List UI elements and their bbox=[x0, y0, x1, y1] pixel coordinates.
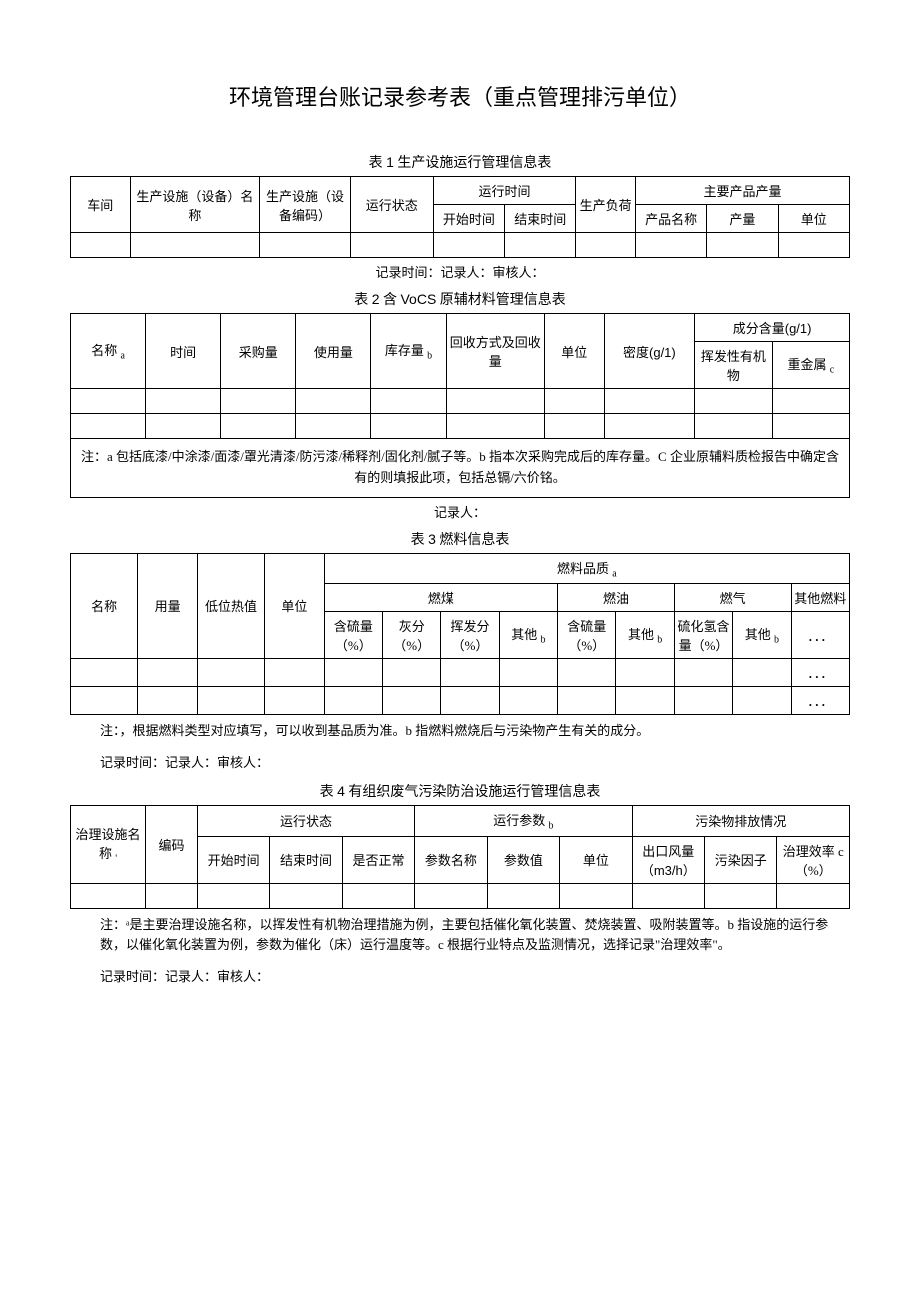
table1: 车间 生产设施（设备）名称 生产设施（设备编码） 运行状态 运行时间 生产负荷 … bbox=[70, 176, 850, 258]
th-qty: 产量 bbox=[707, 205, 778, 233]
table3: 名称 用量 低位热值 单位 燃料品质 a 燃煤 燃油 燃气 其他燃料 含硫量（%… bbox=[70, 553, 850, 716]
th-param-val: 参数值 bbox=[487, 836, 559, 883]
th-other-fuel: 其他燃料 bbox=[791, 584, 849, 612]
table2-recorder: 记录人： bbox=[70, 502, 850, 521]
th-air: 出口风量（m3/h） bbox=[632, 836, 704, 883]
th-factor: 污染因子 bbox=[705, 836, 777, 883]
th-heat: 低位热值 bbox=[197, 553, 264, 659]
th-dots1: ．．． bbox=[791, 612, 849, 659]
table1-recorder: 记录时间：记录人：审核人： bbox=[70, 262, 850, 281]
th-stock: 库存量 b bbox=[371, 314, 446, 389]
th-volatile: 挥发分（%） bbox=[441, 612, 499, 659]
th-voc: 挥发性有机物 bbox=[695, 342, 772, 389]
th-efficiency: 治理效率 c（%） bbox=[777, 836, 850, 883]
th-amount: 用量 bbox=[138, 553, 198, 659]
table2: 名称 a 时间 采购量 使用量 库存量 b 回收方式及回收量 单位 密度(g/1… bbox=[70, 313, 850, 498]
th-purchase: 采购量 bbox=[221, 314, 296, 389]
th-other-b3: 其他 b bbox=[733, 612, 791, 659]
table-row bbox=[71, 883, 850, 908]
th-time: 时间 bbox=[146, 314, 221, 389]
th-unit: 单位 bbox=[560, 836, 632, 883]
th-gas: 燃气 bbox=[674, 584, 791, 612]
table4: 治理设施名称 ' 编码 运行状态 运行参数 b 污染物排放情况 开始时间 结束时… bbox=[70, 805, 850, 909]
th-code: 编码 bbox=[146, 805, 198, 883]
th-start: 开始时间 bbox=[197, 836, 269, 883]
table4-note: 注：ᵃ是主要治理设施名称，以挥发性有机物治理措施为例，主要包括催化氧化装置、焚烧… bbox=[100, 915, 850, 957]
th-recycle: 回收方式及回收量 bbox=[446, 314, 544, 389]
table2-caption: 表 2 含 VoCS 原辅材料管理信息表 bbox=[70, 289, 850, 309]
th-usage: 使用量 bbox=[296, 314, 371, 389]
table-row: 名称 用量 低位热值 单位 燃料品质 a bbox=[71, 553, 850, 584]
table-row: 治理设施名称 ' 编码 运行状态 运行参数 b 污染物排放情况 bbox=[71, 805, 850, 836]
th-ash: 灰分（%） bbox=[383, 612, 441, 659]
th-load: 生产负荷 bbox=[576, 177, 636, 233]
th-metal: 重金属 c bbox=[772, 342, 849, 389]
th-workshop: 车间 bbox=[71, 177, 131, 233]
th-other-b2: 其他 b bbox=[616, 612, 674, 659]
th-normal: 是否正常 bbox=[342, 836, 414, 883]
th-oil: 燃油 bbox=[558, 584, 675, 612]
th-product-name: 产品名称 bbox=[635, 205, 706, 233]
th-facility-name: 生产设施（设备）名称 bbox=[130, 177, 260, 233]
table4-recorder: 记录时间：记录人：审核人： bbox=[100, 966, 850, 985]
th-param-name: 参数名称 bbox=[415, 836, 487, 883]
th-h2s: 硫化氢含量（%） bbox=[674, 612, 732, 659]
th-unit: 单位 bbox=[265, 553, 325, 659]
th-params: 运行参数 b bbox=[415, 805, 632, 836]
th-end: 结束时间 bbox=[270, 836, 342, 883]
th-status: 运行状态 bbox=[197, 805, 414, 836]
table-row: 名称 a 时间 采购量 使用量 库存量 b 回收方式及回收量 单位 密度(g/1… bbox=[71, 314, 850, 342]
th-unit: 单位 bbox=[545, 314, 605, 389]
table3-caption: 表 3 燃料信息表 bbox=[70, 529, 850, 549]
th-coal: 燃煤 bbox=[324, 584, 557, 612]
th-start: 开始时间 bbox=[433, 205, 504, 233]
table-row bbox=[71, 233, 850, 258]
page-title: 环境管理台账记录参考表（重点管理排污单位） bbox=[70, 80, 850, 112]
table2-note-row: 注：a 包括底漆/中涂漆/面漆/罩光清漆/防污漆/稀释剂/固化剂/腻子等。b 指… bbox=[71, 439, 850, 498]
table-row: ．．． bbox=[71, 659, 850, 687]
th-unit: 单位 bbox=[778, 205, 849, 233]
table3-note: 注：，根据燃料类型对应填写，可以收到基品质为准。b 指燃料燃烧后与污染物产生有关… bbox=[100, 721, 850, 742]
th-name: 名称 bbox=[71, 553, 138, 659]
table-row bbox=[71, 414, 850, 439]
th-sulfur: 含硫量（%） bbox=[324, 612, 382, 659]
th-status: 运行状态 bbox=[350, 177, 433, 233]
th-runtime: 运行时间 bbox=[433, 177, 576, 205]
table-row bbox=[71, 389, 850, 414]
th-name: 名称 a bbox=[71, 314, 146, 389]
table2-note: 注：a 包括底漆/中涂漆/面漆/罩光清漆/防污漆/稀释剂/固化剂/腻子等。b 指… bbox=[71, 439, 850, 498]
th-other-b1: 其他 b bbox=[499, 612, 557, 659]
table3-recorder: 记录时间：记录人：审核人： bbox=[100, 752, 850, 771]
table1-caption: 表 1 生产设施运行管理信息表 bbox=[70, 152, 850, 172]
th-facility-code: 生产设施（设备编码） bbox=[260, 177, 351, 233]
table-row: 车间 生产设施（设备）名称 生产设施（设备编码） 运行状态 运行时间 生产负荷 … bbox=[71, 177, 850, 205]
th-density: 密度(g/1) bbox=[604, 314, 695, 389]
table-row: ．．． bbox=[71, 687, 850, 715]
th-emission: 污染物排放情况 bbox=[632, 805, 849, 836]
th-content: 成分含量(g/1) bbox=[695, 314, 850, 342]
th-quality: 燃料品质 a bbox=[324, 553, 849, 584]
th-end: 结束时间 bbox=[505, 205, 576, 233]
th-facility: 治理设施名称 ' bbox=[71, 805, 146, 883]
th-oil-sulfur: 含硫量（%） bbox=[558, 612, 616, 659]
table4-caption: 表 4 有组织废气污染防治设施运行管理信息表 bbox=[70, 781, 850, 801]
th-product: 主要产品产量 bbox=[635, 177, 849, 205]
